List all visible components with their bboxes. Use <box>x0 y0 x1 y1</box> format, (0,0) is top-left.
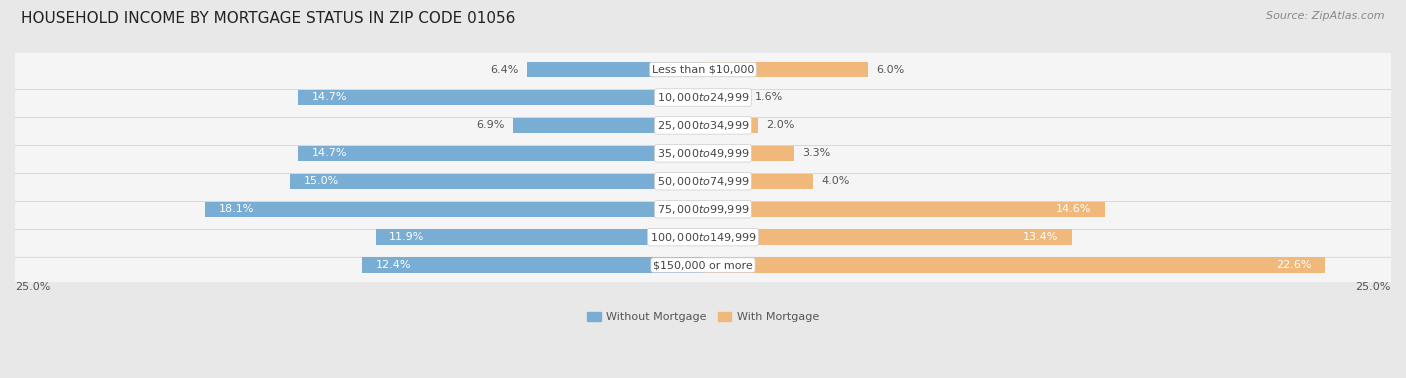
Text: 14.7%: 14.7% <box>312 93 347 102</box>
Bar <box>361 257 703 273</box>
Text: Less than $10,000: Less than $10,000 <box>652 65 754 74</box>
Text: $75,000 to $99,999: $75,000 to $99,999 <box>657 203 749 216</box>
Text: $150,000 or more: $150,000 or more <box>654 260 752 270</box>
Bar <box>703 146 794 161</box>
Text: 11.9%: 11.9% <box>389 232 425 242</box>
Text: 14.6%: 14.6% <box>1056 204 1091 214</box>
Text: 25.0%: 25.0% <box>15 282 51 293</box>
Text: $100,000 to $149,999: $100,000 to $149,999 <box>650 231 756 244</box>
Bar <box>703 201 1105 217</box>
Text: 25.0%: 25.0% <box>1355 282 1391 293</box>
FancyBboxPatch shape <box>7 133 1399 174</box>
FancyBboxPatch shape <box>7 161 1399 201</box>
Text: 13.4%: 13.4% <box>1022 232 1057 242</box>
FancyBboxPatch shape <box>7 105 1399 146</box>
Text: 6.0%: 6.0% <box>876 65 904 74</box>
Bar <box>703 229 1071 245</box>
Text: $50,000 to $74,999: $50,000 to $74,999 <box>657 175 749 188</box>
Bar <box>703 174 813 189</box>
FancyBboxPatch shape <box>7 189 1399 229</box>
Text: HOUSEHOLD INCOME BY MORTGAGE STATUS IN ZIP CODE 01056: HOUSEHOLD INCOME BY MORTGAGE STATUS IN Z… <box>21 11 516 26</box>
Text: $10,000 to $24,999: $10,000 to $24,999 <box>657 91 749 104</box>
FancyBboxPatch shape <box>7 50 1399 90</box>
Text: $35,000 to $49,999: $35,000 to $49,999 <box>657 147 749 160</box>
FancyBboxPatch shape <box>7 217 1399 257</box>
Text: 2.0%: 2.0% <box>766 121 794 130</box>
Bar <box>205 201 703 217</box>
Text: $25,000 to $34,999: $25,000 to $34,999 <box>657 119 749 132</box>
Text: Source: ZipAtlas.com: Source: ZipAtlas.com <box>1267 11 1385 21</box>
Text: 14.7%: 14.7% <box>312 148 347 158</box>
Bar <box>527 62 703 77</box>
FancyBboxPatch shape <box>7 245 1399 285</box>
Bar <box>703 118 758 133</box>
Text: 12.4%: 12.4% <box>375 260 411 270</box>
Bar <box>513 118 703 133</box>
Text: 18.1%: 18.1% <box>219 204 254 214</box>
Text: 1.6%: 1.6% <box>755 93 783 102</box>
Bar <box>703 90 747 105</box>
FancyBboxPatch shape <box>7 77 1399 118</box>
Text: 6.9%: 6.9% <box>477 121 505 130</box>
Text: 15.0%: 15.0% <box>304 176 339 186</box>
Text: 4.0%: 4.0% <box>821 176 849 186</box>
Text: 6.4%: 6.4% <box>491 65 519 74</box>
Bar <box>298 90 703 105</box>
Bar <box>375 229 703 245</box>
Bar <box>703 257 1324 273</box>
Text: 3.3%: 3.3% <box>801 148 831 158</box>
Bar <box>298 146 703 161</box>
Bar <box>703 62 868 77</box>
Legend: Without Mortgage, With Mortgage: Without Mortgage, With Mortgage <box>582 307 824 327</box>
Bar <box>290 174 703 189</box>
Text: 22.6%: 22.6% <box>1275 260 1312 270</box>
